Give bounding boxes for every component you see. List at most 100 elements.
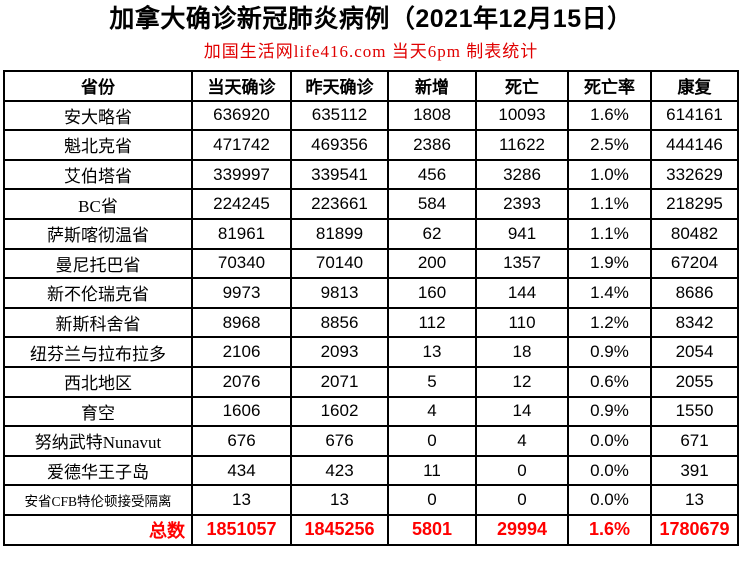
table-row: 爱德华王子岛 434 423 11 0 0.0% 391	[3, 454, 739, 487]
value-cell: 13	[191, 484, 292, 516]
value-cell: 391	[650, 454, 739, 487]
value-cell: 2393	[475, 188, 569, 220]
value-cell: 224245	[191, 188, 292, 220]
value-cell: 0.6%	[567, 365, 652, 398]
table-row: 育空 1606 1602 4 14 0.9% 1550	[3, 395, 739, 428]
value-cell: 456	[387, 158, 477, 191]
value-cell: 339541	[290, 158, 389, 191]
value-cell: 81899	[290, 217, 389, 250]
value-cell: 676	[191, 425, 292, 457]
value-cell: 1.9%	[567, 247, 652, 280]
province-cell: 艾伯塔省	[3, 158, 193, 191]
value-cell: 584	[387, 188, 477, 220]
value-cell: 2.5%	[567, 129, 652, 161]
value-cell: 1808	[387, 99, 477, 132]
table-row: 努纳武特Nunavut 676 676 0 4 0.0% 671	[3, 425, 739, 457]
value-cell: 423	[290, 454, 389, 487]
table-row: 纽芬兰与拉布拉多 2106 2093 13 18 0.9% 2054	[3, 336, 739, 368]
value-cell: 70340	[191, 247, 292, 280]
column-header-yesterday-confirmed: 昨天确诊	[290, 70, 389, 102]
value-cell: 160	[387, 277, 477, 309]
value-cell: 1.0%	[567, 158, 652, 191]
value-cell: 1.2%	[567, 306, 652, 339]
province-cell: 安省CFB特伦顿接受隔离	[3, 484, 193, 516]
table-row: 安大略省 636920 635112 1808 10093 1.6% 61416…	[3, 99, 739, 132]
value-cell: 18	[475, 336, 569, 368]
value-cell: 62	[387, 217, 477, 250]
value-cell: 0.0%	[567, 454, 652, 487]
value-cell: 676	[290, 425, 389, 457]
value-cell: 0.0%	[567, 484, 652, 516]
value-cell: 67204	[650, 247, 739, 280]
value-cell: 8686	[650, 277, 739, 309]
province-cell: 安大略省	[3, 99, 193, 132]
column-header-recovered: 康复	[650, 70, 739, 102]
page-title: 加拿大确诊新冠肺炎病例（2021年12月15日）	[109, 5, 633, 33]
province-cell: 努纳武特Nunavut	[3, 425, 193, 457]
value-cell: 2055	[650, 365, 739, 398]
value-cell: 1.4%	[567, 277, 652, 309]
totals-value-cell: 1851057	[191, 513, 292, 546]
value-cell: 614161	[650, 99, 739, 132]
table-row: 萨斯喀彻温省 81961 81899 62 941 1.1% 80482	[3, 217, 739, 250]
totals-label: 总数	[3, 513, 193, 546]
value-cell: 0.9%	[567, 336, 652, 368]
province-cell: BC省	[3, 188, 193, 220]
province-cell: 纽芬兰与拉布拉多	[3, 336, 193, 368]
value-cell: 13	[387, 336, 477, 368]
value-cell: 12	[475, 365, 569, 398]
value-cell: 1606	[191, 395, 292, 428]
column-header-province: 省份	[3, 70, 193, 102]
value-cell: 1.1%	[567, 188, 652, 220]
totals-value-cell: 1.6%	[567, 513, 652, 546]
value-cell: 941	[475, 217, 569, 250]
column-header-today-confirmed: 当天确诊	[191, 70, 292, 102]
table-row: 艾伯塔省 339997 339541 456 3286 1.0% 332629	[3, 158, 739, 191]
totals-value-cell: 1845256	[290, 513, 389, 546]
value-cell: 1.1%	[567, 217, 652, 250]
value-cell: 10093	[475, 99, 569, 132]
value-cell: 13	[290, 484, 389, 516]
value-cell: 636920	[191, 99, 292, 132]
table-row: 魁北克省 471742 469356 2386 11622 2.5% 44414…	[3, 129, 739, 161]
table-row: 西北地区 2076 2071 5 12 0.6% 2055	[3, 365, 739, 398]
province-cell: 西北地区	[3, 365, 193, 398]
value-cell: 2054	[650, 336, 739, 368]
province-cell: 萨斯喀彻温省	[3, 217, 193, 250]
value-cell: 70140	[290, 247, 389, 280]
value-cell: 2106	[191, 336, 292, 368]
value-cell: 218295	[650, 188, 739, 220]
totals-value-cell: 29994	[475, 513, 569, 546]
value-cell: 0.9%	[567, 395, 652, 428]
value-cell: 110	[475, 306, 569, 339]
value-cell: 5	[387, 365, 477, 398]
value-cell: 0	[475, 454, 569, 487]
value-cell: 2093	[290, 336, 389, 368]
table-row: 曼尼托巴省 70340 70140 200 1357 1.9% 67204	[3, 247, 739, 280]
value-cell: 8342	[650, 306, 739, 339]
value-cell: 14	[475, 395, 569, 428]
value-cell: 2071	[290, 365, 389, 398]
value-cell: 444146	[650, 129, 739, 161]
value-cell: 339997	[191, 158, 292, 191]
totals-value-cell: 5801	[387, 513, 477, 546]
column-header-new-cases: 新增	[387, 70, 477, 102]
table-row: 安省CFB特伦顿接受隔离 13 13 0 0 0.0% 13	[3, 484, 739, 516]
value-cell: 144	[475, 277, 569, 309]
value-cell: 81961	[191, 217, 292, 250]
value-cell: 223661	[290, 188, 389, 220]
value-cell: 1602	[290, 395, 389, 428]
value-cell: 1357	[475, 247, 569, 280]
value-cell: 4	[475, 425, 569, 457]
value-cell: 671	[650, 425, 739, 457]
value-cell: 3286	[475, 158, 569, 191]
value-cell: 469356	[290, 129, 389, 161]
covid-stats-table: 省份 当天确诊 昨天确诊 新增 死亡 死亡率 康复 安大略省 636920 63…	[3, 70, 739, 546]
totals-row: 总数 1851057 1845256 5801 29994 1.6% 17806…	[3, 513, 739, 546]
column-header-death-rate: 死亡率	[567, 70, 652, 102]
province-cell: 爱德华王子岛	[3, 454, 193, 487]
value-cell: 80482	[650, 217, 739, 250]
province-cell: 曼尼托巴省	[3, 247, 193, 280]
table-header-row: 省份 当天确诊 昨天确诊 新增 死亡 死亡率 康复	[3, 70, 739, 102]
